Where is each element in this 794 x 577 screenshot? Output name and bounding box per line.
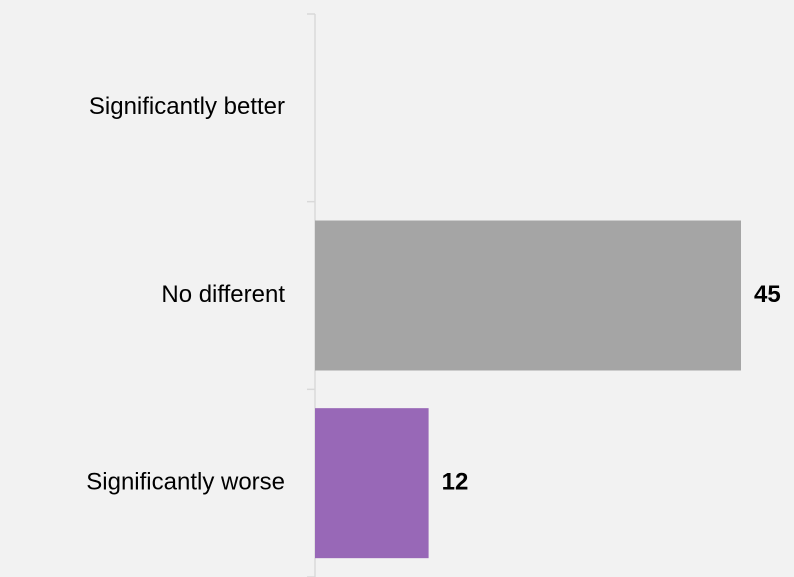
data-label: 45 bbox=[754, 281, 781, 308]
category-label: No different bbox=[161, 281, 285, 308]
category-label: Significantly better bbox=[89, 93, 285, 120]
data-label: 12 bbox=[442, 469, 469, 496]
category-label: Significantly worse bbox=[86, 469, 285, 496]
bar bbox=[315, 220, 741, 371]
bar bbox=[315, 408, 429, 559]
